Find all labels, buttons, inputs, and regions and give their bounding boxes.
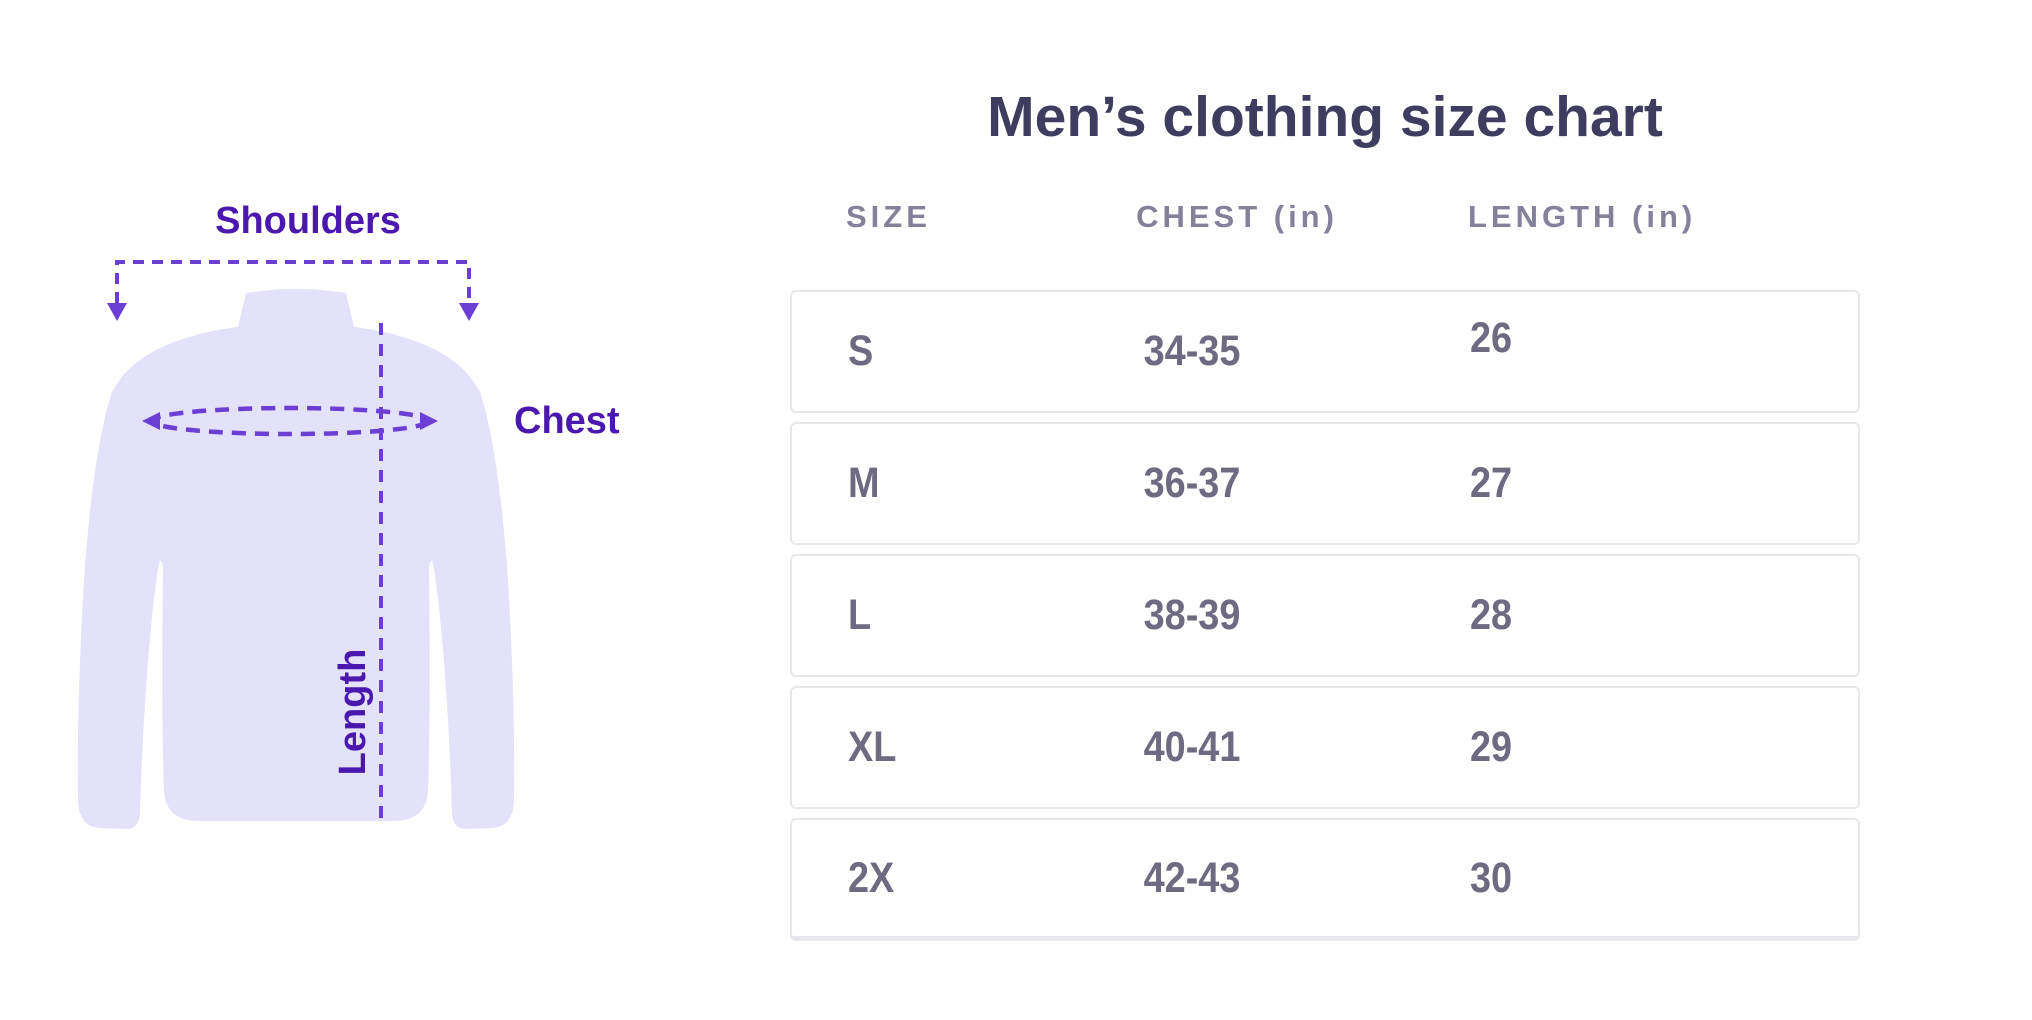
- shoulders-bracket-line: [115, 260, 471, 303]
- shirt-silhouette: [77, 289, 515, 830]
- header-length: LENGTH (in): [1468, 199, 1697, 234]
- right-arrow-icon: [420, 412, 438, 430]
- length-label: Length: [332, 648, 374, 776]
- page-title: Men’s clothing size chart: [987, 85, 1663, 149]
- left-arrow-icon: [142, 412, 160, 430]
- size-cell: M: [848, 459, 880, 507]
- table-header-row: SIZE CHEST (in) LENGTH (in): [790, 195, 1860, 239]
- length-cell: 30: [1470, 853, 1513, 902]
- down-arrow-icon: [459, 303, 479, 321]
- table-row: S 34-35 26: [790, 290, 1860, 413]
- length-cell: 27: [1470, 459, 1513, 507]
- table-row: L 38-39 28: [790, 554, 1860, 677]
- chest-cell: 34-35: [1143, 327, 1241, 375]
- table-row: 2X 42-43 30: [790, 818, 1860, 941]
- length-cell: 26: [1470, 314, 1513, 362]
- header-size: SIZE: [846, 199, 931, 234]
- size-cell: L: [848, 591, 872, 639]
- chest-cell: 40-41: [1143, 723, 1241, 771]
- length-cell: 29: [1470, 723, 1513, 771]
- length-cell: 28: [1470, 591, 1513, 639]
- chest-cell: 42-43: [1143, 853, 1241, 902]
- table-row: M 36-37 27: [790, 422, 1860, 545]
- chest-label: Chest: [514, 400, 620, 442]
- shoulders-label: Shoulders: [215, 200, 401, 242]
- chest-cell: 38-39: [1143, 591, 1241, 639]
- size-cell: S: [848, 327, 874, 375]
- size-cell: XL: [848, 723, 897, 771]
- down-arrow-icon: [107, 303, 127, 321]
- table-row: XL 40-41 29: [790, 686, 1860, 809]
- size-cell: 2X: [848, 853, 895, 902]
- shirt-measurement-diagram: [77, 260, 515, 830]
- header-chest: CHEST (in): [1136, 199, 1338, 234]
- chest-cell: 36-37: [1143, 459, 1241, 507]
